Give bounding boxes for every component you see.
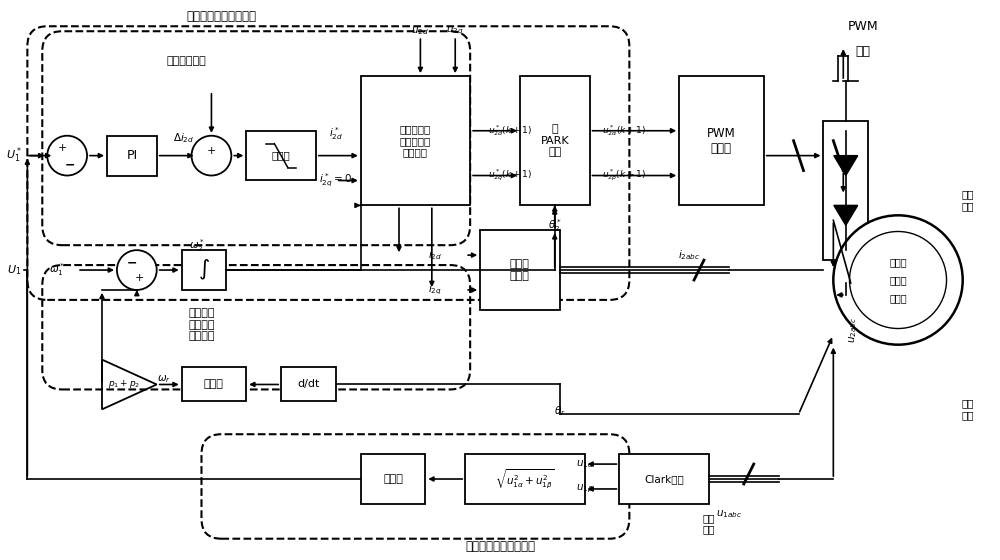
Text: $U_1$: $U_1$ (7, 263, 22, 277)
Bar (679, 76, 764, 206)
Text: $i_{2q}$: $i_{2q}$ (428, 283, 442, 297)
Bar (246, 130, 316, 180)
Text: 功率绕组电压幅值计算: 功率绕组电压幅值计算 (465, 540, 535, 553)
Text: 功率
绕组: 功率 绕组 (703, 513, 715, 535)
Text: PWM
生成器: PWM 生成器 (707, 127, 736, 155)
Circle shape (47, 136, 87, 175)
Text: 控制绕组无
参数预测电
流控制器: 控制绕组无 参数预测电 流控制器 (400, 124, 431, 157)
Bar (520, 76, 590, 206)
Bar (361, 76, 470, 206)
Text: $u_{2abc}$: $u_{2abc}$ (847, 316, 859, 343)
Text: $u_{2d}$: $u_{2d}$ (411, 25, 429, 37)
Text: 信号: 信号 (856, 45, 871, 58)
Text: 无刷双: 无刷双 (889, 257, 907, 267)
Text: $u_{1\alpha}$: $u_{1\alpha}$ (576, 458, 594, 470)
Text: 滤波器: 滤波器 (204, 379, 224, 389)
Text: $u_{1abc}$: $u_{1abc}$ (716, 508, 742, 520)
Bar (361, 454, 425, 504)
Text: $\omega_r$: $\omega_r$ (157, 374, 171, 385)
Text: 旋转坐
标变换: 旋转坐 标变换 (510, 259, 530, 281)
Text: PI: PI (126, 149, 137, 162)
Circle shape (117, 250, 157, 290)
Text: $\omega_2^*$: $\omega_2^*$ (189, 237, 205, 254)
Bar (182, 250, 226, 290)
Text: $i_{2abc}$: $i_{2abc}$ (678, 248, 700, 262)
Bar (182, 367, 246, 402)
Text: −: − (65, 158, 75, 171)
Text: $p_1+p_2$: $p_1+p_2$ (108, 379, 140, 390)
Text: $\theta_r$: $\theta_r$ (554, 404, 566, 418)
Text: $\sqrt{u_{1\alpha}^2+u_{1\beta}^2}$: $\sqrt{u_{1\alpha}^2+u_{1\beta}^2}$ (495, 467, 555, 491)
Text: 控制绕组
电流矢量
角度计算: 控制绕组 电流矢量 角度计算 (188, 308, 215, 342)
Text: $\theta_2^*$: $\theta_2^*$ (548, 217, 562, 234)
Text: $u_{2q}^*(k+1)$: $u_{2q}^*(k+1)$ (488, 168, 532, 183)
Circle shape (850, 231, 947, 329)
Text: 发电机: 发电机 (889, 293, 907, 303)
Text: +: + (207, 146, 216, 156)
Text: 限幅器: 限幅器 (272, 151, 290, 161)
Text: PWM: PWM (848, 20, 879, 33)
Bar (480, 230, 560, 310)
Text: 滤波器: 滤波器 (383, 474, 403, 484)
Text: $\Delta i_{2d}$: $\Delta i_{2d}$ (173, 131, 194, 144)
Text: −: − (127, 256, 137, 269)
Bar (281, 367, 336, 402)
Text: $u_{2\alpha}^*(k+1)$: $u_{2\alpha}^*(k+1)$ (602, 123, 647, 138)
Text: 馈感应: 馈感应 (889, 275, 907, 285)
Text: 逆
PARK
变换: 逆 PARK 变换 (540, 124, 569, 157)
Text: $\omega_1^*$: $\omega_1^*$ (49, 262, 65, 278)
Text: +: + (57, 143, 67, 153)
Polygon shape (834, 156, 858, 175)
Circle shape (838, 267, 854, 283)
Text: 控制
绕组: 控制 绕组 (961, 190, 974, 211)
Text: $u_{1\beta}$: $u_{1\beta}$ (576, 483, 593, 495)
Text: $U_1^*$: $U_1^*$ (6, 146, 22, 165)
Text: $i_{2q}^*=0$: $i_{2q}^*=0$ (319, 172, 352, 189)
Text: d/dt: d/dt (297, 379, 320, 389)
Bar (823, 121, 868, 260)
Text: Clark变换: Clark变换 (644, 474, 684, 484)
Text: 空载励磁电流: 空载励磁电流 (167, 56, 206, 66)
Text: $u_{2q}$: $u_{2q}$ (446, 25, 464, 38)
Text: 功率绕组电压幅值控制: 功率绕组电压幅值控制 (186, 10, 256, 23)
Text: 功率
绕组: 功率 绕组 (961, 399, 974, 420)
Text: $i_{2d}$: $i_{2d}$ (428, 248, 442, 262)
Text: +: + (135, 273, 144, 283)
Circle shape (833, 216, 963, 344)
Text: $u_{2\beta}^*(k+1)$: $u_{2\beta}^*(k+1)$ (602, 168, 646, 183)
Text: $i_{2d}^*$: $i_{2d}^*$ (329, 125, 343, 142)
Polygon shape (834, 206, 858, 225)
Bar (107, 136, 157, 175)
Bar (619, 454, 709, 504)
Text: $\int$: $\int$ (198, 258, 210, 282)
Text: $u_{2d}^*(k+1)$: $u_{2d}^*(k+1)$ (488, 123, 532, 138)
Bar (465, 454, 585, 504)
Circle shape (192, 136, 231, 175)
